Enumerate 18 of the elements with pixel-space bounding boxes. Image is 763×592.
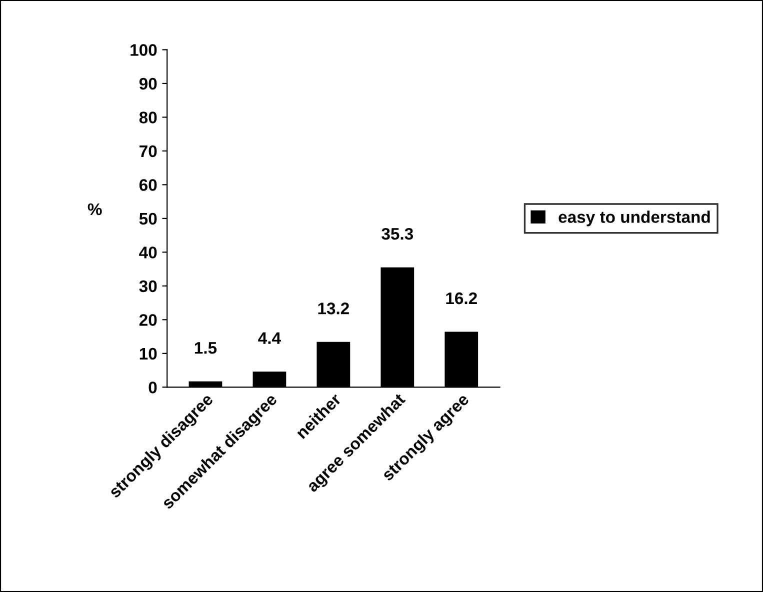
data-label: 35.3 xyxy=(382,228,414,240)
y-tick-label: 10 xyxy=(140,348,157,360)
y-axis-title: % xyxy=(88,203,102,216)
y-tick-label: 30 xyxy=(139,280,157,292)
y-tick-label: 0 xyxy=(148,382,157,394)
y-tick-label: 80 xyxy=(139,112,157,124)
y-tick-label: 100 xyxy=(130,44,157,56)
data-label: 16.2 xyxy=(446,292,477,304)
y-tick-label: 70 xyxy=(140,145,157,158)
legend-label: easy to understand xyxy=(558,210,710,226)
data-label: 1.5 xyxy=(194,342,217,354)
y-tick-label: 90 xyxy=(139,78,157,90)
y-tick-label: 40 xyxy=(139,246,157,258)
data-label: 13.2 xyxy=(318,302,349,314)
y-tick-label: 20 xyxy=(139,314,157,326)
y-tick-label: 60 xyxy=(139,179,157,191)
data-label: 4.4 xyxy=(258,332,281,344)
y-tick-label: 50 xyxy=(139,212,157,225)
